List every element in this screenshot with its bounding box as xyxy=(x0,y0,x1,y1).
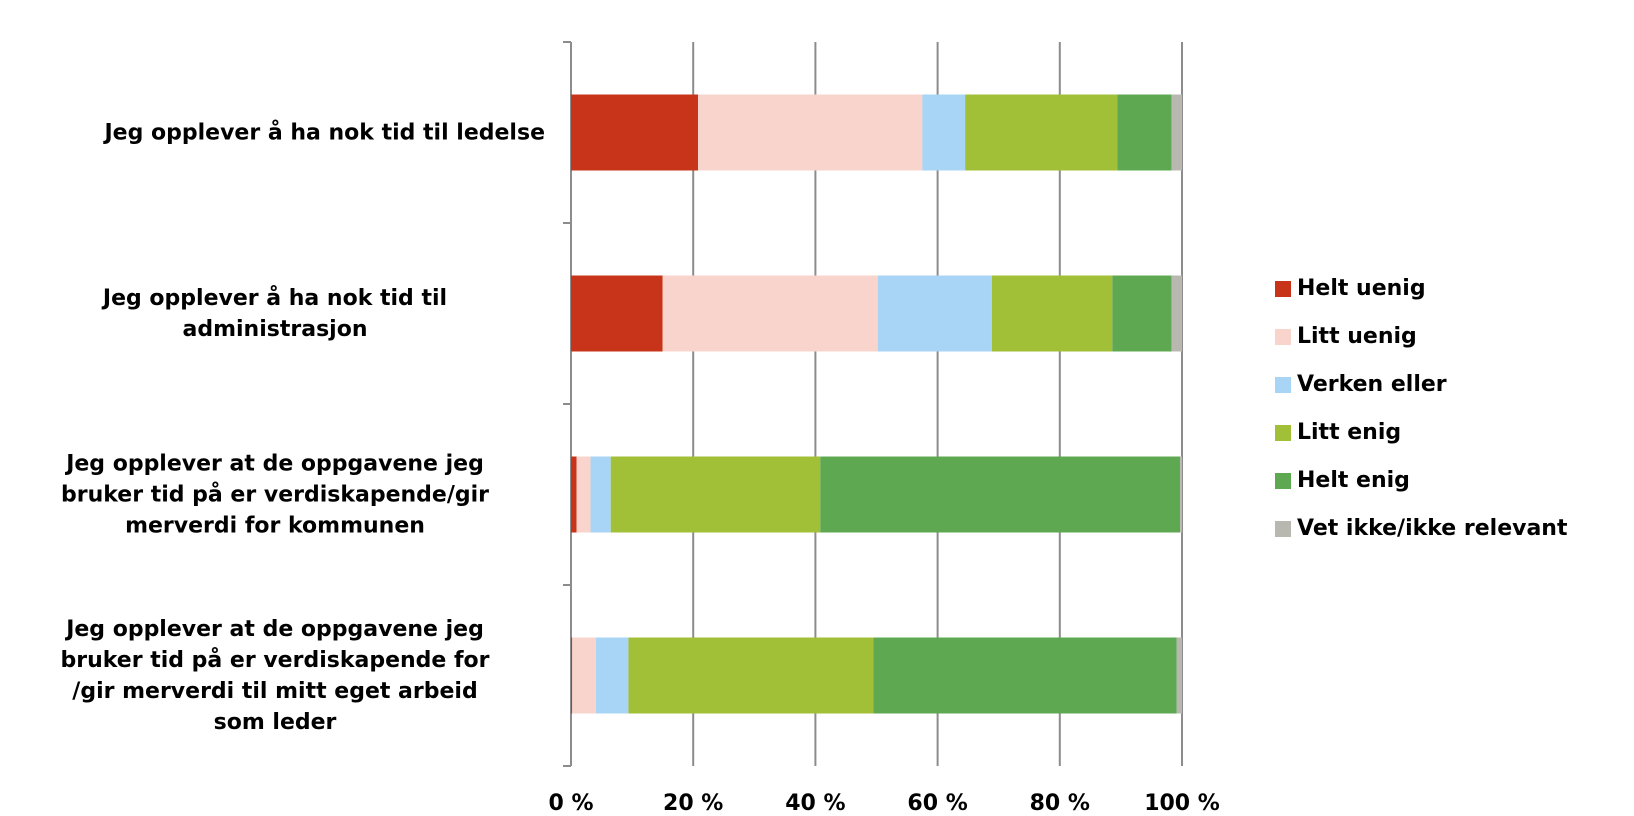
legend-label: Litt uenig xyxy=(1297,324,1417,349)
bar-segment xyxy=(628,637,874,714)
bar-segment xyxy=(571,94,699,171)
bar-segment xyxy=(965,94,1118,171)
legend-swatch xyxy=(1275,521,1291,537)
bar-segment xyxy=(1112,275,1172,352)
category-label: Jeg opplever å ha nok tid til ledelse xyxy=(104,120,545,145)
category-label: Jeg opplever at de oppgavene jeg bruker … xyxy=(60,616,490,735)
legend-swatch xyxy=(1275,473,1291,489)
bar-segment xyxy=(873,637,1177,714)
legend-swatch xyxy=(1275,329,1291,345)
legend-swatch xyxy=(1275,281,1291,297)
legend-swatch xyxy=(1275,425,1291,441)
bar-segment xyxy=(662,275,878,352)
x-tick-label: 40 % xyxy=(785,791,845,816)
bar-segment xyxy=(572,637,597,714)
x-tick-label: 60 % xyxy=(907,791,967,816)
bar-segment xyxy=(922,94,966,171)
legend-label: Vet ikke/ikke relevant xyxy=(1297,516,1568,541)
legend-label: Helt enig xyxy=(1297,468,1410,493)
category-label: Jeg opplever å ha nok tid til administra… xyxy=(102,285,448,342)
legend-label: Verken eller xyxy=(1297,372,1447,397)
bar-segment xyxy=(698,94,923,171)
bar-segment xyxy=(1171,94,1182,171)
x-tick-label: 0 % xyxy=(548,791,593,816)
bar-segment xyxy=(991,275,1113,352)
bar-segment xyxy=(1117,94,1172,171)
bar-segment xyxy=(576,456,591,533)
bar-segment xyxy=(571,637,573,714)
legend-label: Litt enig xyxy=(1297,420,1401,445)
bar-segment xyxy=(1176,637,1182,714)
bar-segment xyxy=(596,637,629,714)
legend-swatch xyxy=(1275,377,1291,393)
bar-segment xyxy=(1180,456,1182,533)
legend-label: Helt uenig xyxy=(1297,276,1426,301)
bar-segment xyxy=(820,456,1181,533)
bar-segment xyxy=(610,456,821,533)
category-label: Jeg opplever at de oppgavene jeg bruker … xyxy=(60,451,490,538)
bar-segment xyxy=(590,456,611,533)
bar-segment xyxy=(1171,275,1182,352)
bar-segment xyxy=(571,275,663,352)
bar-segment xyxy=(571,456,577,533)
x-tick-label: 20 % xyxy=(663,791,723,816)
x-tick-label: 80 % xyxy=(1030,791,1090,816)
bar-segment xyxy=(877,275,992,352)
x-tick-label: 100 % xyxy=(1144,791,1220,816)
